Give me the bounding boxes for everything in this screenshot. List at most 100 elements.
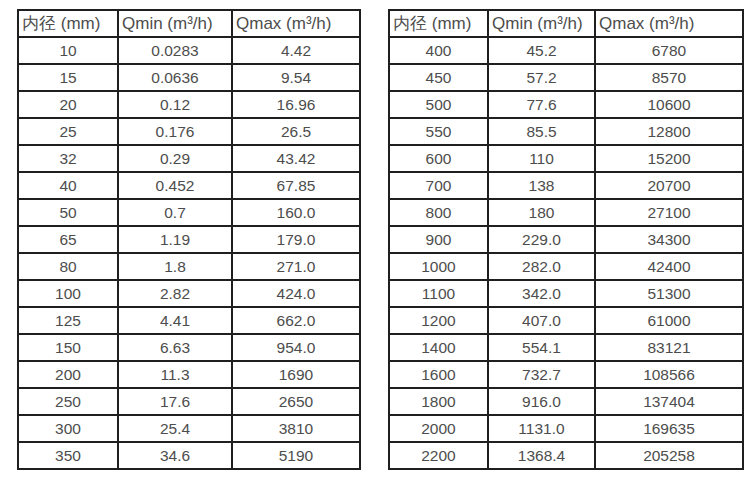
flow-table-small-diameters: 内径 (mm)Qmin (m³/h)Qmax (m³/h) 100.02834.… (17, 9, 361, 470)
table-row: 900229.034300 (389, 226, 743, 253)
table-cell: 0.452 (118, 172, 232, 199)
table-cell: 500 (389, 91, 488, 118)
table-cell: 407.0 (488, 307, 595, 334)
table-cell: 26.5 (232, 118, 360, 145)
table-cell: 450 (389, 64, 488, 91)
table-row: 250.17626.5 (18, 118, 360, 145)
table-cell: 10 (18, 37, 118, 64)
table-cell: 342.0 (488, 280, 595, 307)
table-cell: 15200 (595, 145, 743, 172)
table-cell: 0.29 (118, 145, 232, 172)
column-header: Qmin (m³/h) (488, 10, 595, 37)
table-cell: 1690 (232, 361, 360, 388)
column-header: Qmax (m³/h) (232, 10, 360, 37)
table-row: 100.02834.42 (18, 37, 360, 64)
table-cell: 42400 (595, 253, 743, 280)
table-cell: 20 (18, 91, 118, 118)
table-cell: 250 (18, 388, 118, 415)
table-cell: 15 (18, 64, 118, 91)
table-cell: 20700 (595, 172, 743, 199)
table-cell: 6780 (595, 37, 743, 64)
table-row: 50077.610600 (389, 91, 743, 118)
table-cell: 424.0 (232, 280, 360, 307)
table-cell: 954.0 (232, 334, 360, 361)
table-row: 1254.41662.0 (18, 307, 360, 334)
table-row: 400.45267.85 (18, 172, 360, 199)
table-cell: 1.8 (118, 253, 232, 280)
table-cell: 205258 (595, 442, 743, 469)
table-cell: 65 (18, 226, 118, 253)
table-cell: 2650 (232, 388, 360, 415)
table-cell: 77.6 (488, 91, 595, 118)
table-cell: 0.176 (118, 118, 232, 145)
table-cell: 1100 (389, 280, 488, 307)
table-row: 40045.26780 (389, 37, 743, 64)
table-cell: 61000 (595, 307, 743, 334)
table-row: 20001131.0169635 (389, 415, 743, 442)
table-row: 801.8271.0 (18, 253, 360, 280)
table-row: 30025.43810 (18, 415, 360, 442)
table-row: 22001368.4205258 (389, 442, 743, 469)
table-cell: 800 (389, 199, 488, 226)
table-cell: 179.0 (232, 226, 360, 253)
table-row: 1400554.183121 (389, 334, 743, 361)
table-cell: 27100 (595, 199, 743, 226)
header-row: 内径 (mm)Qmin (m³/h)Qmax (m³/h) (18, 10, 360, 37)
table-cell: 4.42 (232, 37, 360, 64)
table-row: 55085.512800 (389, 118, 743, 145)
table-cell: 12800 (595, 118, 743, 145)
table-cell: 662.0 (232, 307, 360, 334)
table-cell: 1800 (389, 388, 488, 415)
table-cell: 83121 (595, 334, 743, 361)
table-cell: 110 (488, 145, 595, 172)
table-row: 320.2943.42 (18, 145, 360, 172)
table-row: 20011.31690 (18, 361, 360, 388)
table-row: 1800916.0137404 (389, 388, 743, 415)
table-cell: 32 (18, 145, 118, 172)
table-cell: 700 (389, 172, 488, 199)
table-cell: 4.41 (118, 307, 232, 334)
table-cell: 0.0283 (118, 37, 232, 64)
table-cell: 50 (18, 199, 118, 226)
table-cell: 10600 (595, 91, 743, 118)
table-cell: 8570 (595, 64, 743, 91)
table-cell: 80 (18, 253, 118, 280)
table-cell: 300 (18, 415, 118, 442)
table-cell: 67.85 (232, 172, 360, 199)
table-cell: 51300 (595, 280, 743, 307)
table-cell: 169635 (595, 415, 743, 442)
table-cell: 2000 (389, 415, 488, 442)
table-row: 45057.28570 (389, 64, 743, 91)
table-cell: 200 (18, 361, 118, 388)
table-cell: 1.19 (118, 226, 232, 253)
table-cell: 600 (389, 145, 488, 172)
table-cell: 9.54 (232, 64, 360, 91)
flow-table-large-diameters: 内径 (mm)Qmin (m³/h)Qmax (m³/h) 40045.2678… (388, 9, 744, 470)
table-cell: 0.0636 (118, 64, 232, 91)
table-cell: 5190 (232, 442, 360, 469)
column-header: Qmax (m³/h) (595, 10, 743, 37)
table-row: 651.19179.0 (18, 226, 360, 253)
table-cell: 1000 (389, 253, 488, 280)
table-cell: 180 (488, 199, 595, 226)
table-cell: 17.6 (118, 388, 232, 415)
table-cell: 40 (18, 172, 118, 199)
table-cell: 16.96 (232, 91, 360, 118)
table-cell: 11.3 (118, 361, 232, 388)
table-cell: 85.5 (488, 118, 595, 145)
table-cell: 43.42 (232, 145, 360, 172)
table-cell: 271.0 (232, 253, 360, 280)
table-row: 1506.63954.0 (18, 334, 360, 361)
table-cell: 150 (18, 334, 118, 361)
table-cell: 45.2 (488, 37, 595, 64)
table-cell: 1400 (389, 334, 488, 361)
table-cell: 554.1 (488, 334, 595, 361)
table-row: 200.1216.96 (18, 91, 360, 118)
table-cell: 160.0 (232, 199, 360, 226)
table-cell: 125 (18, 307, 118, 334)
table-cell: 25 (18, 118, 118, 145)
table-row: 80018027100 (389, 199, 743, 226)
table-cell: 138 (488, 172, 595, 199)
table-cell: 732.7 (488, 361, 595, 388)
table-cell: 0.7 (118, 199, 232, 226)
